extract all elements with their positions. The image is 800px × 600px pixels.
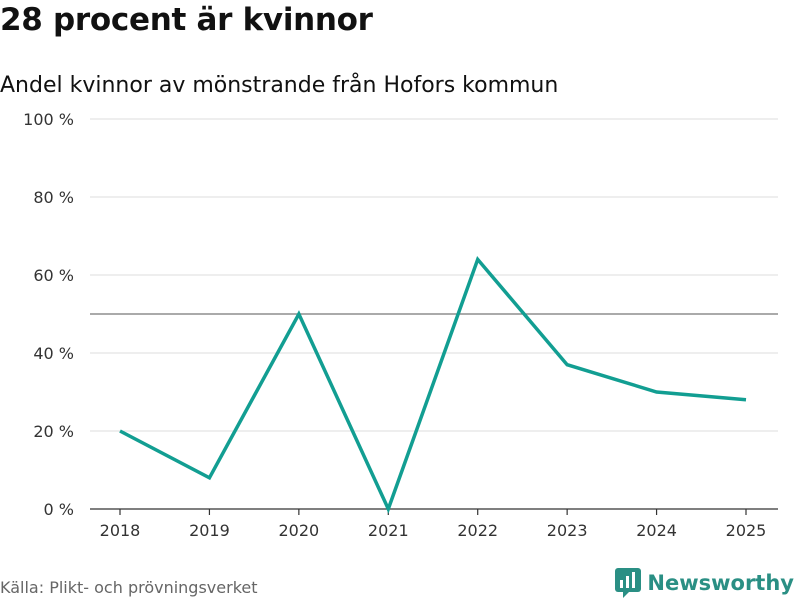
y-tick-label: 100 % (23, 110, 74, 129)
x-tick-label: 2024 (636, 521, 677, 540)
bar-chart-speech-bubble-icon (615, 568, 642, 598)
x-tick-label: 2021 (368, 521, 409, 540)
y-tick-label: 20 % (33, 422, 74, 441)
x-tick-label: 2023 (547, 521, 588, 540)
y-tick-label: 0 % (44, 500, 74, 519)
brand-name: Newsworthy (647, 571, 794, 595)
brand-logo: Newsworthy (615, 568, 794, 598)
y-tick-label: 40 % (33, 344, 74, 363)
x-tick-label: 2025 (726, 521, 767, 540)
y-tick-label: 60 % (33, 266, 74, 285)
x-tick-label: 2022 (457, 521, 498, 540)
chart-subtitle: Andel kvinnor av mönstrande från Hofors … (0, 73, 559, 98)
x-tick-label: 2018 (100, 521, 141, 540)
series-line (119, 255, 747, 514)
y-tick-label: 80 % (33, 188, 74, 207)
line-chart: 0 % 20 % 40 % 60 % 80 % 100 % 2018 2019 2020 2021… (23, 110, 778, 540)
chart-title: 28 procent är kvinnor (0, 2, 373, 38)
x-tick-label: 2020 (278, 521, 319, 540)
source-note: Källa: Plikt- och prövningsverket (0, 578, 258, 597)
x-tick-label: 2019 (189, 521, 230, 540)
